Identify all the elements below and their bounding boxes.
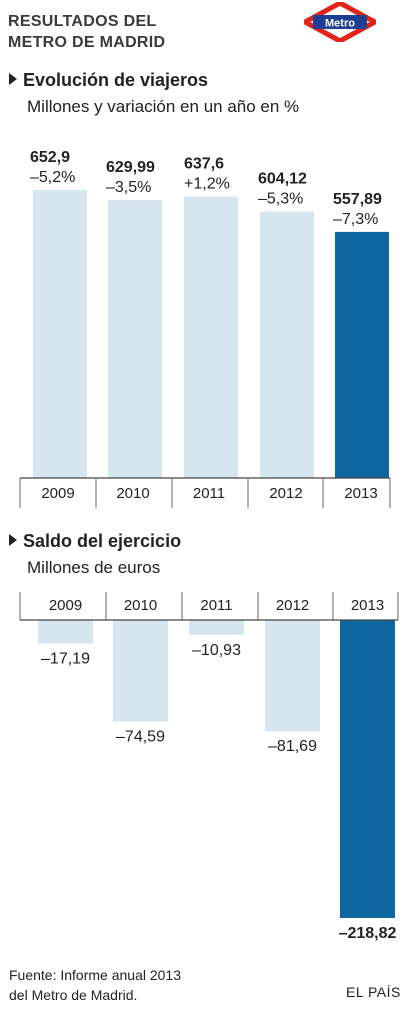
source-line-1: Fuente: Informe anual 2013 xyxy=(9,967,182,983)
viajeros-bar-2012 xyxy=(260,211,314,479)
viajeros-value-label-2011: 637,6 xyxy=(184,156,224,173)
viajeros-tick-label-2013: 2013 xyxy=(344,485,377,502)
saldo-value-label-2012: –81,69 xyxy=(268,738,317,755)
brand-credit: EL PAÍS xyxy=(346,984,401,1000)
saldo-value-label-2011: –10,93 xyxy=(192,642,241,659)
viajeros-bar-2009 xyxy=(33,190,87,478)
saldo-heading: Saldo del ejercicio xyxy=(9,531,181,552)
viajeros-bar-2013 xyxy=(335,231,389,478)
saldo-bar-2012 xyxy=(265,620,320,732)
title-line-1: RESULTADOS DEL xyxy=(8,13,157,30)
viajeros-subtitle: Millones y variación en un año en % xyxy=(27,97,300,116)
viajeros-heading: Evolución de viajeros xyxy=(9,70,208,91)
saldo-heading-bullet-icon xyxy=(9,534,17,546)
saldo-bar-2013 xyxy=(340,620,395,918)
source-line-2: del Metro de Madrid. xyxy=(9,987,138,1003)
saldo-tick-label-2013: 2013 xyxy=(351,597,384,614)
saldo-value-label-2009: –17,19 xyxy=(41,650,90,667)
viajeros-bar-2010 xyxy=(108,200,162,478)
saldo-bar-2010 xyxy=(113,620,168,722)
viajeros-value-label-2010: 629,99 xyxy=(106,159,155,176)
viajeros-tick-label-2011: 2011 xyxy=(193,485,225,502)
saldo-subtitle: Millones de euros xyxy=(27,558,161,577)
saldo-value-label-2013: –218,82 xyxy=(339,925,397,942)
viajeros-change-label-2009: –5,2% xyxy=(30,169,75,186)
infographic-title: RESULTADOS DEL METRO DE MADRID xyxy=(8,11,165,53)
viajeros-change-label-2013: –7,3% xyxy=(333,211,378,228)
viajeros-change-label-2012: –5,3% xyxy=(258,191,303,208)
metro-logo: Metro xyxy=(304,2,376,42)
viajeros-bar-2011 xyxy=(184,196,238,478)
viajeros-change-label-2010: –3,5% xyxy=(106,179,151,196)
saldo-heading-text: Saldo del ejercicio xyxy=(23,531,182,551)
viajeros-change-label-2011: +1,2% xyxy=(184,176,230,193)
viajeros-tick-label-2009: 2009 xyxy=(41,485,74,502)
saldo-bar-2009 xyxy=(38,620,93,644)
saldo-tick-label-2011: 2011 xyxy=(200,597,232,614)
viajeros-value-label-2013: 557,89 xyxy=(333,191,382,208)
source-note: Fuente: Informe anual 2013 del Metro de … xyxy=(9,965,181,1005)
viajeros-heading-text: Evolución de viajeros xyxy=(23,70,209,90)
viajeros-heading-bullet-icon xyxy=(9,73,17,85)
viajeros-bar-chart: 652,9 –5,2% 629,99 –3,5% 637,6 +1,2% 604,12 –5,… xyxy=(19,149,391,508)
title-line-2: METRO DE MADRID xyxy=(8,34,166,51)
viajeros-tick-label-2012: 2012 xyxy=(269,485,302,502)
viajeros-value-label-2009: 652,9 xyxy=(30,149,70,166)
metro-logo-band xyxy=(313,15,367,29)
saldo-value-label-2010: –74,59 xyxy=(116,729,165,746)
metro-logo-text: Metro xyxy=(325,18,355,30)
saldo-bar-chart: 2009 2010 2011 2012 2013 –17,19 –74,59 –10,93 –8… xyxy=(19,592,399,942)
saldo-bar-2011 xyxy=(189,620,244,635)
saldo-tick-label-2012: 2012 xyxy=(276,597,309,614)
viajeros-value-label-2012: 604,12 xyxy=(258,171,307,188)
viajeros-tick-label-2010: 2010 xyxy=(116,485,149,502)
saldo-tick-label-2010: 2010 xyxy=(124,597,157,614)
saldo-tick-label-2009: 2009 xyxy=(49,597,82,614)
